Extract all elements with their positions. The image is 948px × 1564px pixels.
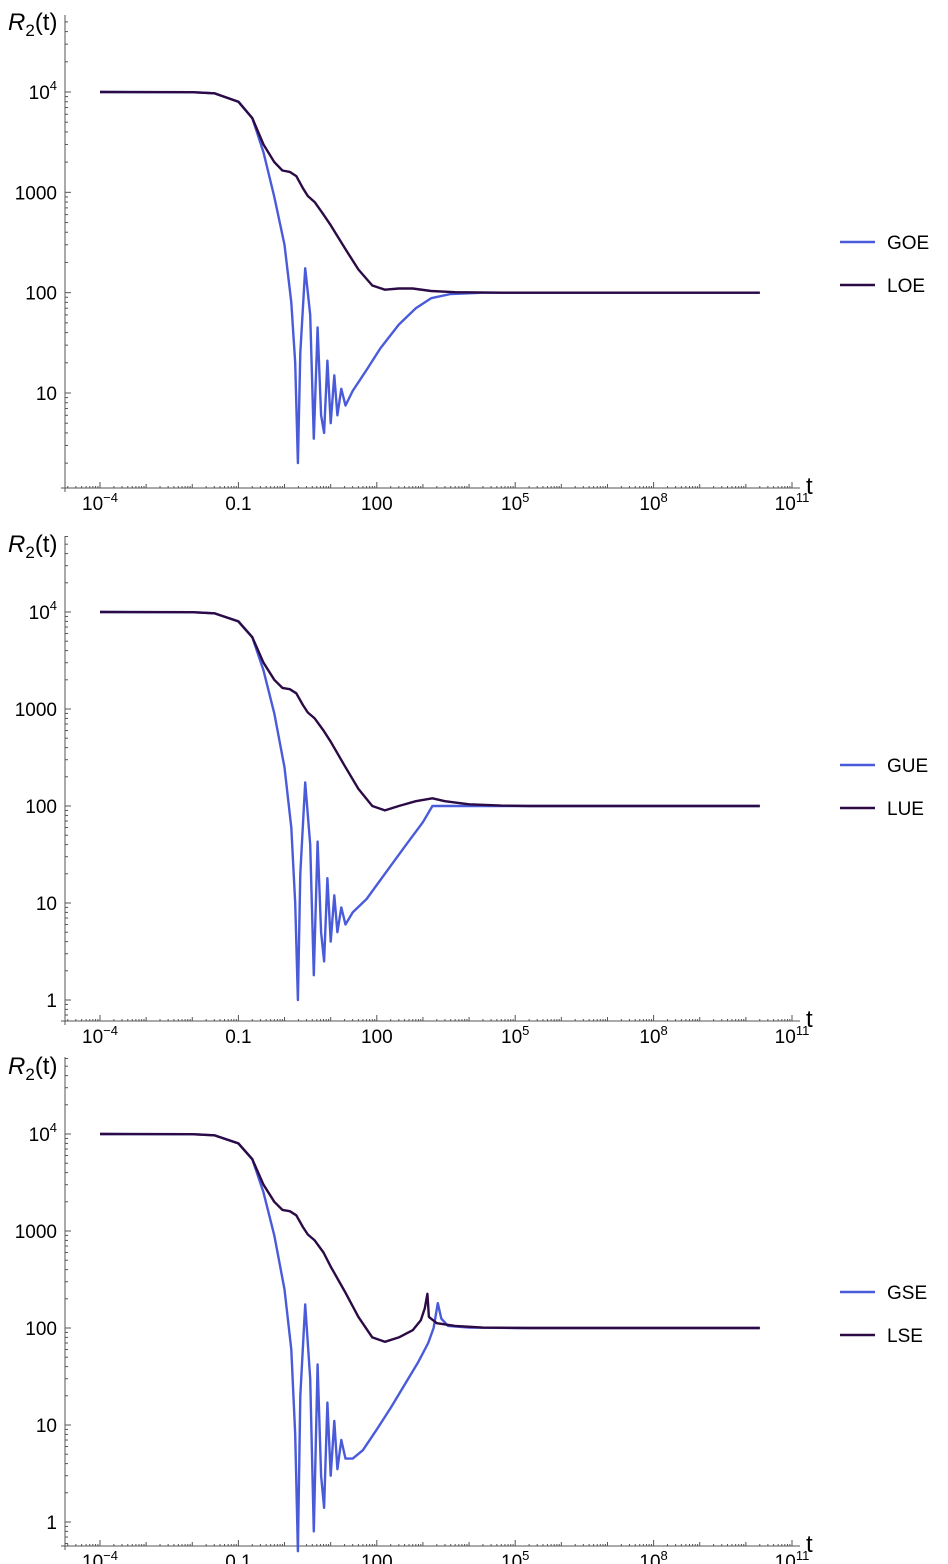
series-line-lse [99,1132,760,1343]
y-tick-base: 10 [29,1125,50,1146]
y-axis-title-letter: R [8,531,25,558]
chart-panel-gue-lue: 10−4 0.1 100 105 108 1011 1 10 100 1000 104 R2(t) t G… [0,522,948,1048]
x-tick-label: 10−4 [82,490,118,515]
y-tick-label: 104 [29,1120,57,1146]
y-tick-label: 1000 [15,700,57,721]
y-tick-exponent: 4 [50,598,57,613]
chart-svg: 10−4 0.1 100 105 108 1011101001000104R2(t)tGO… [8,9,929,515]
y-axis-title-subscript: 2 [25,543,34,562]
x-tick-base: 10 [639,1552,660,1564]
y-tick-label: 104 [29,598,57,624]
y-axis-title-letter: R [8,1053,25,1080]
x-tick-base: 10 [501,1027,522,1048]
y-tick-label: 1 [46,991,57,1012]
y-tick-label: 100 [25,797,57,818]
x-tick-label: 0.1 [225,494,251,515]
x-tick-exponent: 5 [522,490,529,505]
x-tick-exponent: 5 [522,1023,529,1038]
legend-label-gue: GUE [887,756,928,777]
x-tick-base: 10 [639,494,660,515]
y-tick-label: 1000 [15,183,57,204]
x-tick-exponent: 11 [796,1023,810,1038]
x-tick-label: 105 [501,1548,529,1564]
y-axis-title-argument: (t) [35,9,58,36]
x-tick-exponent: 8 [661,490,668,505]
y-axis-title-argument: (t) [35,1053,58,1080]
y-tick-base: 10 [29,603,50,624]
x-tick-exponent: −4 [103,1023,118,1038]
x-tick-exponent: 11 [796,1548,810,1563]
x-tick-exponent: 11 [796,490,810,505]
y-tick-base: 10 [29,83,50,104]
x-tick-label: 1011 [775,490,810,515]
x-tick-exponent: 8 [661,1548,668,1563]
x-tick-label: 0.1 [225,1027,251,1048]
y-tick-label: 10 [36,894,57,915]
series-line-gse [99,1132,760,1553]
legend-label-gse: GSE [887,1283,927,1304]
x-tick-exponent: −4 [103,490,118,505]
x-tick-base: 10 [775,1027,796,1048]
y-axis-title: R2(t) [8,531,57,562]
x-tick-base: 10 [82,1027,103,1048]
x-tick-base: 10 [639,1027,660,1048]
y-axis-title-argument: (t) [35,531,58,558]
x-axis-title: t [806,473,813,500]
y-tick-label: 10 [36,1416,57,1437]
legend-label-goe: GOE [887,233,929,254]
x-tick-base: 10 [775,494,796,515]
x-axis-title: t [806,1006,813,1033]
y-axis-title: R2(t) [8,9,57,40]
y-axis-title: R2(t) [8,1053,57,1084]
series-line-lue [99,610,760,812]
x-tick-label: 10−4 [82,1548,118,1564]
x-tick-label: 100 [361,494,393,515]
x-tick-label: 105 [501,1023,529,1048]
legend-label-loe: LOE [887,276,925,297]
x-tick-base: 10 [82,494,103,515]
y-axis-title-letter: R [8,9,25,36]
x-tick-base: 10 [82,1552,103,1564]
chart-panel-goe-loe: 10−4 0.1 100 105 108 1011 10 100 1000 104 R2(t) t GO… [0,0,948,515]
y-tick-label: 104 [29,78,57,104]
y-axis-title-subscript: 2 [25,21,34,40]
x-tick-base: 10 [775,1552,796,1564]
x-tick-exponent: −4 [103,1548,118,1563]
y-tick-label: 10 [36,384,57,405]
series-line-gue [99,610,760,1002]
chart-panel-gse-lse: 10−4 0.1 100 105 108 1011 1 10 100 1000 104 R2(t) t G… [0,1044,948,1564]
x-tick-label: 1011 [775,1023,810,1048]
x-tick-label: 1011 [775,1548,810,1564]
x-tick-label: 0.1 [225,1552,251,1564]
x-tick-base: 10 [501,1552,522,1564]
x-tick-label: 100 [361,1552,393,1564]
y-tick-label: 100 [25,1319,57,1340]
legend-label-lue: LUE [887,799,924,820]
x-tick-label: 100 [361,1027,393,1048]
x-tick-label: 105 [501,490,529,515]
x-axis-title: t [806,1531,813,1558]
legend-label-lse: LSE [887,1326,923,1347]
x-tick-exponent: 5 [522,1548,529,1563]
y-tick-exponent: 4 [50,1120,57,1135]
y-tick-exponent: 4 [50,78,57,93]
y-tick-label: 1 [46,1513,57,1534]
x-tick-exponent: 8 [661,1023,668,1038]
x-tick-label: 108 [639,1548,667,1564]
y-axis-title-subscript: 2 [25,1065,34,1084]
x-tick-label: 108 [639,490,667,515]
x-tick-label: 10−4 [82,1023,118,1048]
chart-svg: 10−4 0.1 100 105 108 10111101001000104R2(t)tG… [8,531,928,1048]
chart-svg: 10−4 0.1 100 105 108 10111101001000104R2(t)tG… [8,1053,927,1564]
x-tick-label: 108 [639,1023,667,1048]
series-line-goe [99,90,760,465]
series-line-loe [99,90,760,294]
y-tick-label: 100 [25,284,57,305]
y-tick-label: 1000 [15,1222,57,1243]
x-tick-base: 10 [501,494,522,515]
